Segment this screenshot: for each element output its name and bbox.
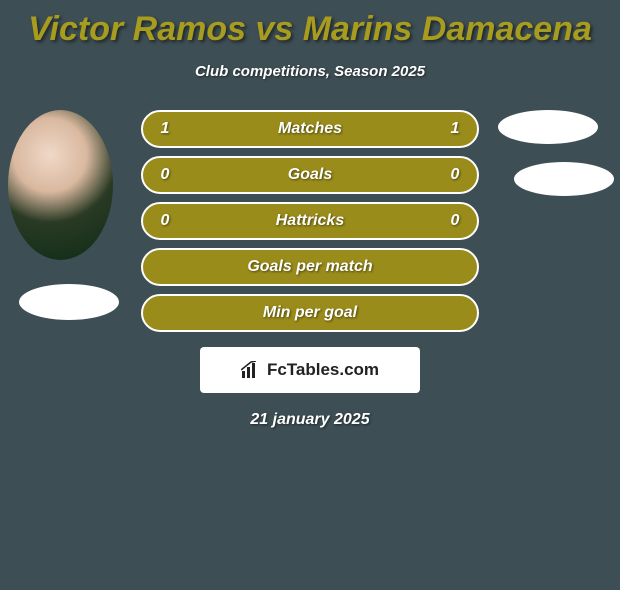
decorative-oval-right-2 bbox=[514, 162, 614, 196]
stat-label: Goals bbox=[175, 166, 445, 184]
stat-row-min-per-goal: Min per goal bbox=[141, 294, 479, 332]
decorative-oval-right-1 bbox=[498, 110, 598, 144]
date-text: 21 january 2025 bbox=[0, 411, 620, 429]
subtitle: Club competitions, Season 2025 bbox=[0, 63, 620, 80]
stat-row-matches: 1 Matches 1 bbox=[141, 110, 479, 148]
stat-row-goals-per-match: Goals per match bbox=[141, 248, 479, 286]
comparison-block: 1 Matches 1 0 Goals 0 0 Hattricks 0 Goal… bbox=[0, 110, 620, 429]
stat-label: Min per goal bbox=[155, 304, 465, 322]
stat-label: Hattricks bbox=[175, 212, 445, 230]
stat-row-goals: 0 Goals 0 bbox=[141, 156, 479, 194]
stat-right-value: 0 bbox=[445, 212, 465, 230]
player-left-avatar bbox=[8, 110, 113, 260]
stat-label: Goals per match bbox=[155, 258, 465, 276]
stat-left-value: 1 bbox=[155, 120, 175, 138]
bar-chart-icon bbox=[241, 361, 261, 379]
stat-right-value: 0 bbox=[445, 166, 465, 184]
stat-rows: 1 Matches 1 0 Goals 0 0 Hattricks 0 Goal… bbox=[141, 110, 479, 332]
stat-label: Matches bbox=[175, 120, 445, 138]
stat-left-value: 0 bbox=[155, 166, 175, 184]
stat-left-value: 0 bbox=[155, 212, 175, 230]
stat-right-value: 1 bbox=[445, 120, 465, 138]
decorative-oval-left bbox=[19, 284, 119, 320]
stat-row-hattricks: 0 Hattricks 0 bbox=[141, 202, 479, 240]
watermark-badge: FcTables.com bbox=[200, 347, 420, 393]
watermark-text: FcTables.com bbox=[267, 360, 379, 380]
page-title: Victor Ramos vs Marins Damacena bbox=[0, 10, 620, 49]
